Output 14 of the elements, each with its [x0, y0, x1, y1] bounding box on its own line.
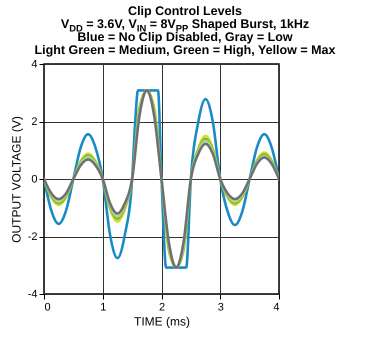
y-tick-label: -4: [28, 288, 38, 300]
x-tick-label: 2: [158, 302, 166, 314]
x-tick-label: 4: [273, 302, 280, 314]
x-axis-title: TIME (ms): [134, 314, 190, 328]
text: V$_{DD}$ = 3.6V, V$_{IN}$ = 8V$_{PP}$ Shaped Burst, 1kHz Blue = No Clip Disabled, Gray = Low Light Green = Medium, Green = High, Yellow = Max: [34, 17, 336, 57]
x-tick-label: 1: [100, 302, 106, 314]
y-tick-label: 4: [31, 58, 38, 70]
x-tick-label: 0: [44, 302, 51, 314]
y-tick-label: 2: [31, 116, 38, 128]
y-tick-label: 0: [31, 174, 38, 186]
x-tick-label: 3: [218, 302, 224, 314]
chart-title: Clip Control Levels: [127, 4, 243, 18]
y-tick-label: -2: [28, 231, 38, 243]
y-axis-title: OUTPUT VOLTAGE (V): [10, 116, 24, 243]
